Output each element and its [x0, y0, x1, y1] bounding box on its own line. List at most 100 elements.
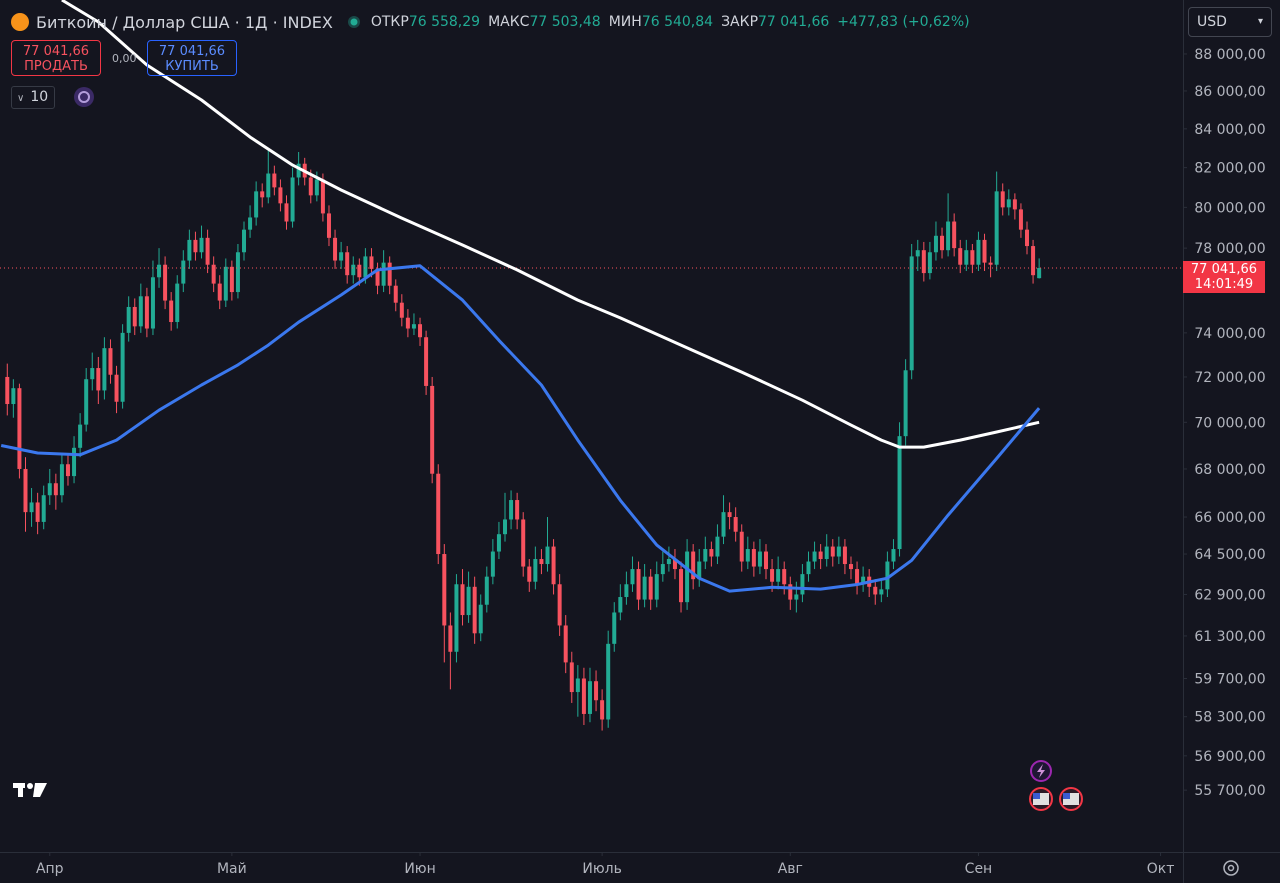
candle-body — [53, 483, 58, 496]
y-tick-label: 68 000,00 — [1194, 462, 1265, 478]
quantity-dropdown[interactable]: ∨ 10 — [11, 86, 55, 109]
candle-body — [557, 584, 562, 626]
candle-body — [205, 237, 210, 265]
candle-body — [976, 239, 981, 265]
candle-body — [642, 576, 647, 600]
buy-price: 77 041,66 — [158, 44, 226, 59]
candle-body — [78, 424, 83, 448]
candle-body — [709, 549, 714, 557]
buy-button[interactable]: 77 041,66 КУПИТЬ — [147, 40, 237, 76]
currency: USD — [1197, 14, 1227, 30]
candle-body — [873, 586, 878, 595]
change: +477,83 (+0,62%) — [837, 14, 970, 30]
currency-dropdown[interactable]: USD ▾ — [1188, 7, 1272, 37]
y-tick-label: 66 000,00 — [1194, 510, 1265, 526]
candle-body — [800, 574, 805, 595]
sell-price: 77 041,66 — [22, 44, 90, 59]
candle-body — [545, 546, 550, 565]
candle-body — [879, 589, 884, 595]
candle-body — [351, 264, 356, 276]
candle-body — [848, 564, 853, 570]
candle-body — [624, 584, 629, 598]
stat-value: 77 041,66 — [758, 14, 830, 30]
candle-body — [345, 252, 350, 276]
status-dot — [350, 18, 358, 26]
reload-icon[interactable] — [74, 87, 94, 107]
y-tick-label: 62 900,00 — [1194, 587, 1265, 603]
candle-body — [84, 379, 89, 425]
candle-body — [739, 531, 744, 562]
candle-body — [278, 187, 283, 204]
candle-body — [782, 569, 787, 585]
settings-icon[interactable] — [1223, 860, 1239, 876]
spread: 0,00 — [112, 52, 137, 65]
candle-body — [861, 576, 866, 585]
candle-body — [357, 264, 362, 278]
candle-body — [1037, 268, 1042, 279]
moving-average-line — [0, 264, 1041, 593]
candle-body — [1006, 199, 1011, 208]
bitcoin-icon — [11, 13, 29, 31]
quantity: 10 — [30, 89, 49, 105]
symbol-title[interactable]: Биткоин / Доллар США · 1Д · INDEX — [36, 12, 333, 32]
candle-body — [314, 179, 319, 196]
candle-body — [490, 551, 495, 577]
candle-body — [909, 256, 914, 371]
candle-body — [672, 559, 677, 570]
sell-button[interactable]: 77 041,66 ПРОДАТЬ — [11, 40, 101, 76]
candle-body — [326, 213, 331, 238]
candle-body — [958, 248, 963, 265]
y-tick-label: 58 300,00 — [1194, 710, 1265, 726]
buy-label: КУПИТЬ — [165, 59, 219, 74]
candle-body — [654, 574, 659, 600]
candle-body — [339, 252, 344, 261]
candle-body — [733, 517, 738, 532]
candle-body — [296, 163, 301, 178]
y-tick-label: 74 000,00 — [1194, 326, 1265, 342]
candle-body — [65, 464, 70, 477]
candle-body — [266, 173, 271, 198]
candle-body — [770, 569, 775, 582]
candle-body — [921, 250, 926, 274]
candle-body — [503, 519, 508, 535]
candle-body — [551, 546, 556, 585]
candle-body — [41, 495, 46, 522]
candle-body — [721, 512, 726, 537]
candle-body — [138, 296, 143, 327]
candle-body — [466, 586, 471, 616]
candle-body — [242, 229, 247, 253]
event-icons — [1029, 760, 1083, 811]
header: Биткоин / Доллар США · 1Д · INDEX ОТКР 76… — [10, 10, 970, 34]
y-tick-label: 82 000,00 — [1194, 161, 1265, 177]
candle-body — [587, 681, 592, 714]
x-tick-label: Апр — [36, 861, 64, 877]
candle-body — [751, 549, 756, 567]
stat-value: 77 503,48 — [529, 14, 601, 30]
candle-body — [521, 519, 526, 567]
candle-body — [175, 283, 180, 323]
candle-body — [818, 551, 823, 560]
candle-body — [132, 306, 137, 327]
candle-body — [697, 561, 702, 580]
candle-body — [411, 324, 416, 329]
y-tick-label: 86 000,00 — [1194, 84, 1265, 100]
candle-body — [830, 546, 835, 557]
candle-body — [399, 302, 404, 318]
candle-body — [387, 262, 392, 286]
candle-body — [17, 388, 22, 469]
last-price-tag: 77 041,66 14:01:49 — [1183, 261, 1265, 294]
y-tick-label: 84 000,00 — [1194, 122, 1265, 138]
candle-body — [612, 612, 617, 644]
candle-body — [630, 569, 635, 585]
candle-body — [217, 283, 222, 301]
candle-body — [290, 177, 295, 222]
candle-body — [393, 285, 398, 303]
candle-body — [679, 569, 684, 603]
y-tick-label: 88 000,00 — [1194, 47, 1265, 63]
candle-body — [484, 576, 489, 605]
candle-body — [842, 546, 847, 565]
candle-body — [442, 554, 447, 626]
candle-body — [515, 500, 520, 520]
candle-body — [11, 388, 16, 405]
